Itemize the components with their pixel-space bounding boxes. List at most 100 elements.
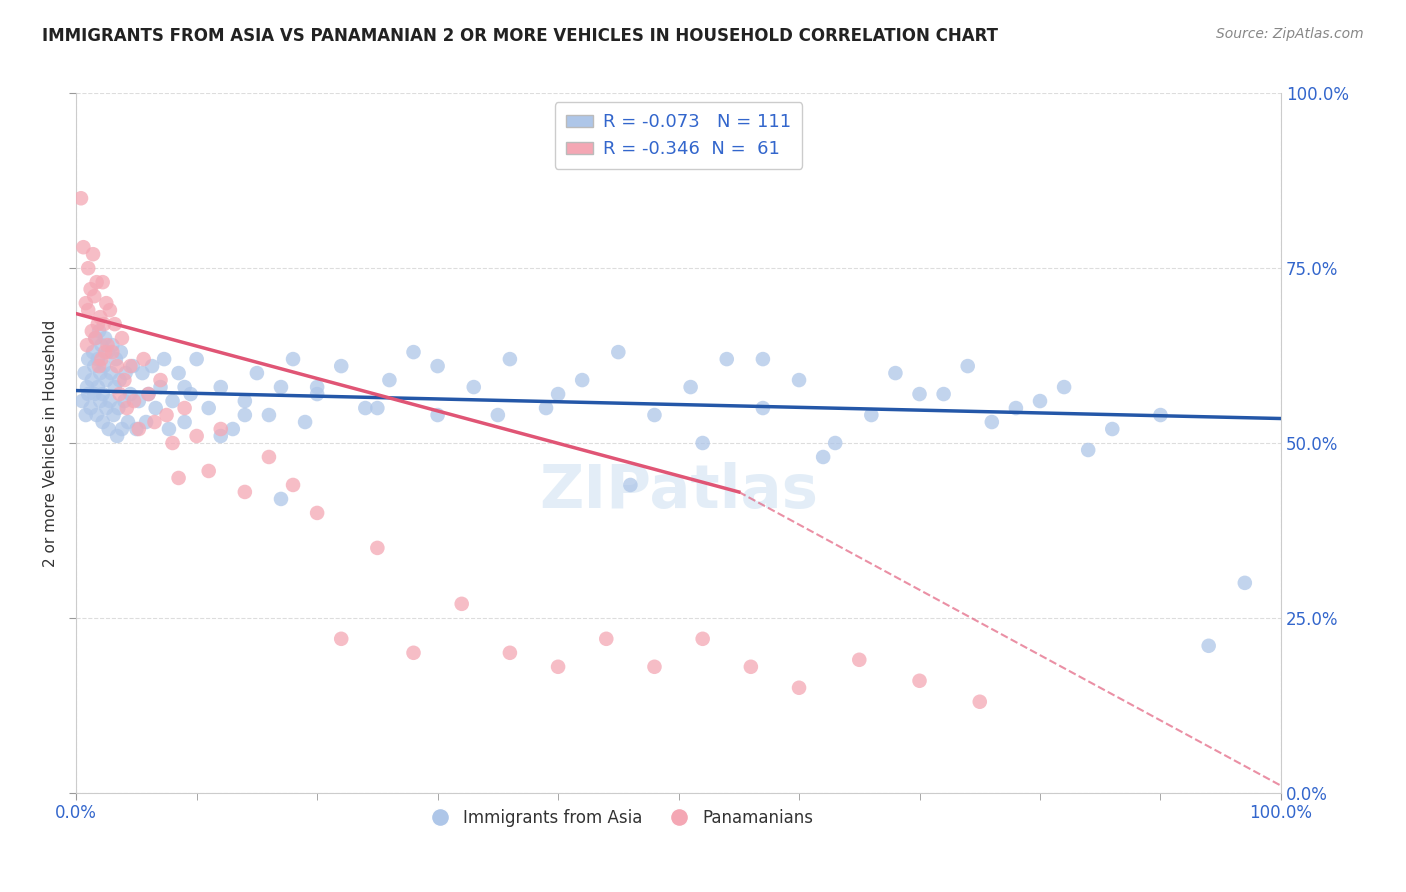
Point [186,429,208,443]
Point [1233,575,1256,590]
Point [131,366,153,380]
Point [908,387,931,401]
Point [486,408,509,422]
Point [692,632,714,646]
Point [956,359,979,373]
Point [402,646,425,660]
Point [79,282,101,296]
Point [233,408,256,422]
Point [209,429,232,443]
Point [110,345,132,359]
Point [105,359,128,373]
Point [80,324,103,338]
Point [93,359,115,373]
Text: IMMIGRANTS FROM ASIA VS PANAMANIAN 2 OR MORE VEHICLES IN HOUSEHOLD CORRELATION C: IMMIGRANTS FROM ASIA VS PANAMANIAN 2 OR … [42,27,998,45]
Point [75,408,97,422]
Point [98,394,121,409]
Point [138,387,160,401]
Point [87,352,110,367]
Point [740,660,762,674]
Point [83,289,105,303]
Point [104,352,127,367]
Point [91,415,114,429]
Point [120,359,142,373]
Point [307,506,329,520]
Point [402,345,425,359]
Point [173,415,195,429]
Point [860,408,883,422]
Point [281,352,304,367]
Point [716,352,738,367]
Point [499,352,522,367]
Point [270,380,292,394]
Point [84,331,107,345]
Point [257,408,280,422]
Point [209,380,232,394]
Point [787,681,810,695]
Point [80,373,103,387]
Point [145,401,167,415]
Point [824,436,846,450]
Point [450,597,472,611]
Point [90,352,112,367]
Point [108,373,131,387]
Point [91,387,114,401]
Point [89,310,111,325]
Point [82,247,104,261]
Point [811,450,834,464]
Point [619,478,641,492]
Point [76,338,98,352]
Point [534,401,557,415]
Point [89,394,111,409]
Point [932,387,955,401]
Point [93,317,115,331]
Point [72,240,94,254]
Point [111,331,134,345]
Point [180,387,202,401]
Point [197,464,219,478]
Point [100,366,122,380]
Point [980,415,1002,429]
Point [595,632,617,646]
Point [426,408,449,422]
Point [173,380,195,394]
Point [186,352,208,367]
Point [128,422,150,436]
Point [222,422,245,436]
Point [108,387,131,401]
Point [125,422,148,436]
Point [1077,442,1099,457]
Point [1005,401,1028,415]
Point [607,345,630,359]
Point [167,471,190,485]
Point [90,338,112,352]
Point [70,191,93,205]
Point [96,373,118,387]
Point [138,387,160,401]
Point [101,345,124,359]
Point [73,366,96,380]
Point [101,338,124,352]
Point [94,345,117,359]
Point [1198,639,1220,653]
Point [135,415,157,429]
Point [463,380,485,394]
Point [233,485,256,500]
Point [77,303,100,318]
Point [104,380,127,394]
Point [76,380,98,394]
Point [75,296,97,310]
Point [167,366,190,380]
Point [246,366,269,380]
Point [96,345,118,359]
Point [157,422,180,436]
Point [354,401,377,415]
Point [143,415,166,429]
Point [884,366,907,380]
Point [752,352,775,367]
Point [77,261,100,276]
Point [270,491,292,506]
Point [107,401,129,415]
Legend: Immigrants from Asia, Panamanians: Immigrants from Asia, Panamanians [416,802,820,833]
Point [82,345,104,359]
